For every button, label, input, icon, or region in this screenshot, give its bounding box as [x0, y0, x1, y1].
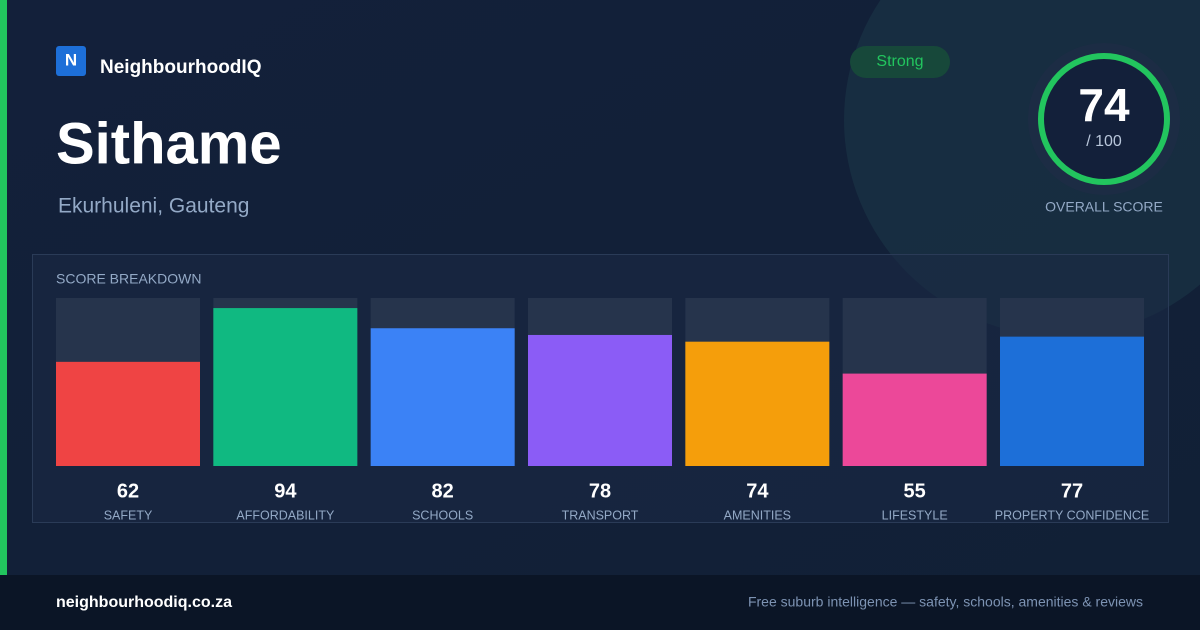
score-ring [1038, 53, 1170, 185]
footer-domain: neighbourhoodiq.co.za [56, 594, 232, 611]
score-value: 74 [1078, 79, 1130, 131]
category-label: SAFETY [104, 508, 153, 522]
value-label: 77 [1061, 480, 1083, 502]
category-label: AMENITIES [724, 508, 791, 522]
value-label: 74 [746, 480, 769, 502]
bar [56, 361, 200, 466]
value-label: 94 [274, 480, 297, 502]
accent-stripe [0, 0, 7, 575]
value-label: 62 [117, 480, 139, 502]
score-out-of: / 100 [1086, 133, 1122, 150]
category-label: LIFESTYLE [882, 508, 948, 522]
category-label: AFFORDABILITY [236, 508, 335, 522]
logo-letter: N [65, 50, 77, 69]
bar [842, 373, 987, 466]
footer-tagline: Free suburb intelligence — safety, schoo… [748, 594, 1143, 610]
bar [685, 341, 830, 466]
category-label: PROPERTY CONFIDENCE [995, 508, 1149, 522]
value-label: 55 [904, 480, 926, 502]
chart-title: SCORE BREAKDOWN [56, 271, 201, 287]
suburb-location: Ekurhuleni, Gauteng [58, 195, 249, 218]
footer [0, 575, 1200, 630]
category-label: TRANSPORT [562, 508, 639, 522]
category-label: SCHOOLS [412, 508, 473, 522]
bar [213, 308, 358, 466]
bar [528, 334, 672, 466]
score-label: OVERALL SCORE [1045, 199, 1163, 215]
badge-text: Strong [876, 53, 923, 70]
value-label: 78 [589, 480, 611, 502]
brand-name: NeighbourhoodIQ [100, 57, 261, 78]
bar-chart: 62 SAFETY 94 AFFORDABILITY 82 SCHOOLS 78 TRANSP… [56, 298, 1149, 522]
value-label: 82 [432, 480, 454, 502]
badge [850, 46, 950, 78]
bar [370, 328, 515, 466]
logo [56, 46, 86, 76]
suburb-name: Sithame [56, 111, 282, 176]
bar [1000, 336, 1144, 466]
